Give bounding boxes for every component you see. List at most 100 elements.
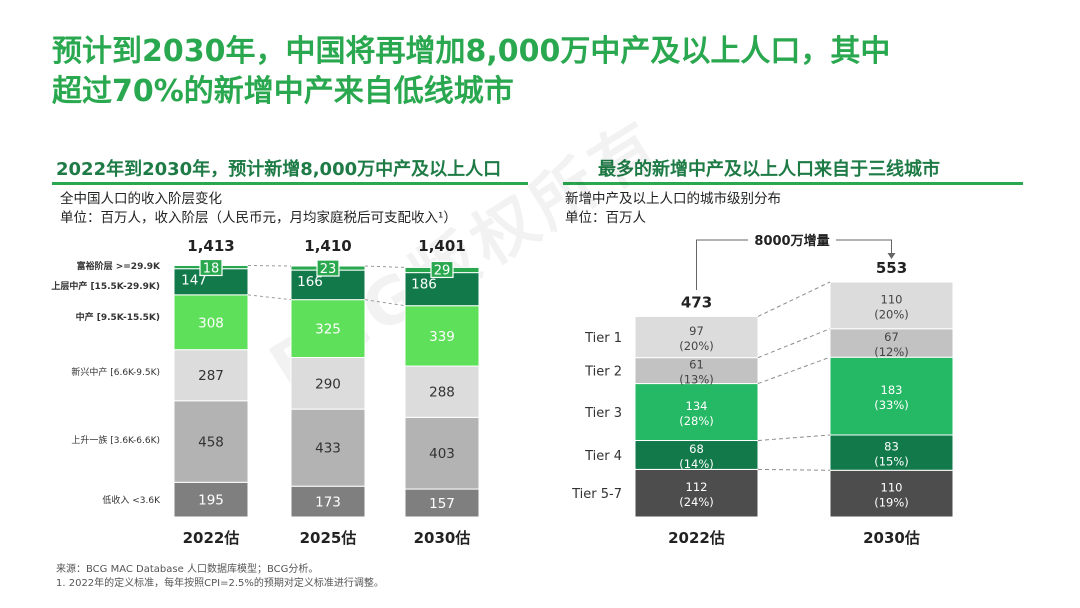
left-heading: 2022年到2030年，预计新增8,000万中产及以上人口 (56, 159, 502, 180)
left-bar-0-segment-2 (173, 349, 249, 402)
right-bar-1-segment-4 (829, 281, 954, 330)
left-total-2: 1,401 (418, 237, 465, 255)
right-series-label-3: Tier 2 (584, 365, 622, 380)
left-bar-label-0-0: 195 (198, 493, 224, 509)
right-bar-label-1-3: 67 (884, 330, 899, 344)
right-connector-0 (757, 468, 831, 471)
left-connector-1-1 (364, 265, 406, 268)
right-series-label-2: Tier 3 (584, 406, 622, 421)
right-note: 新增中产及以上人口的城市级别分布 单位：百万人 (565, 190, 781, 228)
right-total-0: 473 (681, 293, 712, 311)
left-bar-label-1-1: 433 (315, 441, 341, 457)
right-bar-label-1-2: 183 (881, 383, 903, 397)
left-bar-2-segment-2 (404, 365, 480, 418)
right-bar-pct-0-3: (13%) (679, 373, 714, 387)
right-bar-0-segment-2 (634, 383, 759, 442)
left-bar-label-0-5: 18 (203, 261, 220, 276)
left-bar-label-1-0: 173 (315, 495, 341, 511)
footer-footnote: 1. 2022年的定义标准，每年按照CPI=2.5%的预期对定义标准进行调整。 (56, 578, 384, 589)
left-series-label-0: 低收入 <3.6K (102, 494, 161, 506)
left-bar-label-1-5: 23 (320, 262, 337, 277)
left-bar-label-2-0: 157 (429, 496, 455, 512)
right-connector-3 (757, 328, 831, 359)
left-bar-2-segment-1 (404, 416, 480, 490)
right-bar-1-segment-1 (829, 434, 954, 471)
left-bar-label-0-3: 308 (198, 315, 224, 331)
right-bar-pct-1-0: (19%) (874, 496, 909, 510)
right-bar-pct-0-0: (24%) (679, 495, 714, 509)
left-bar-label-2-5: 29 (434, 263, 451, 278)
left-affluent-badge-1 (316, 259, 340, 277)
right-heading: 最多的新增中产及以上人口来自于三线城市 (598, 159, 940, 180)
left-bar-label-1-3: 325 (315, 322, 341, 338)
left-bar-label-0-1: 458 (198, 435, 224, 451)
left-total-0: 1,413 (187, 237, 234, 255)
right-category-0: 2022估 (668, 529, 725, 547)
left-category-1: 2025估 (300, 529, 357, 547)
right-connector-2 (757, 356, 831, 385)
page-title: 预计到2030年，中国将再增加8,000万中产及以上人口，其中 超过70%的新增… (52, 32, 1052, 112)
right-series-label-4: Tier 1 (584, 331, 622, 346)
left-bar-label-1-2: 290 (315, 376, 341, 392)
left-series-label-2: 新兴中产 [6.6K-9.5K) (71, 366, 160, 378)
left-bar-1-segment-1 (290, 408, 366, 487)
right-increase-arrow (887, 253, 896, 259)
right-heading-rule (563, 182, 1023, 185)
right-series-label-0: Tier 5-7 (571, 487, 622, 502)
right-bar-0-segment-3 (634, 357, 759, 385)
left-heading-rule (52, 182, 528, 185)
left-bar-0-segment-0 (173, 481, 249, 518)
right-bar-label-0-0: 112 (686, 480, 708, 494)
right-bar-label-0-2: 134 (686, 399, 708, 413)
footer: 来源：BCG MAC Database 人口数据库模型；BCG分析。 1. 20… (56, 563, 384, 591)
left-note: 全中国人口的收入阶层变化 单位：百万人，收入阶层（人民币元，月均家庭税后可支配收… (60, 190, 457, 228)
title-line-1: 预计到2030年，中国将再增加8,000万中产及以上人口，其中 (52, 34, 891, 69)
left-bar-label-0-4: 147 (181, 273, 207, 289)
left-note-line-1: 全中国人口的收入阶层变化 (60, 191, 222, 207)
right-total-1: 553 (876, 259, 907, 277)
right-bar-label-0-3: 61 (689, 358, 704, 372)
left-bar-1-segment-0 (290, 485, 366, 518)
left-connector-1-0 (364, 299, 406, 307)
left-bar-label-2-4: 186 (411, 277, 437, 293)
left-connector-0-0 (247, 294, 292, 301)
left-note-line-2: 单位：百万人，收入阶层（人民币元，月均家庭税后可支配收入¹） (60, 210, 457, 226)
right-bar-pct-0-2: (28%) (679, 414, 714, 428)
right-bar-1-segment-2 (829, 356, 954, 436)
left-bar-1-segment-3 (290, 299, 366, 359)
right-bar-0-segment-1 (634, 440, 759, 470)
right-bar-pct-0-1: (14%) (679, 457, 714, 471)
right-bar-label-1-0: 110 (881, 481, 903, 495)
right-bar-label-0-4: 97 (689, 324, 704, 338)
left-bar-label-2-2: 288 (429, 385, 455, 401)
left-category-0: 2022估 (183, 529, 240, 547)
right-note-line-2: 单位：百万人 (565, 210, 646, 226)
left-bar-label-0-2: 287 (198, 368, 224, 384)
right-note-line-1: 新增中产及以上人口的城市级别分布 (565, 191, 781, 207)
title-line-2: 超过70%的新增中产来自低线城市 (52, 74, 514, 109)
right-bar-1-segment-0 (829, 469, 954, 518)
right-bar-label-0-1: 68 (689, 442, 704, 456)
right-bar-0-segment-4 (634, 315, 759, 359)
left-bar-label-2-3: 339 (429, 329, 455, 345)
right-bar-pct-1-4: (20%) (874, 307, 909, 321)
right-bar-pct-1-3: (12%) (874, 345, 909, 359)
left-bar-1-segment-2 (290, 357, 366, 410)
left-bar-label-2-1: 403 (429, 446, 455, 462)
left-series-label-1: 上升一族 [3.6K-6.6K) (71, 434, 160, 446)
right-series-label-1: Tier 4 (584, 449, 622, 464)
left-category-2: 2030估 (414, 529, 471, 547)
left-series-label-4: 上层中产 [15.5K-29.9K) (51, 280, 160, 292)
left-series-label-3: 中产 [9.5K-15.5K) (76, 311, 160, 323)
right-connector-1 (757, 434, 831, 442)
right-bar-label-1-1: 83 (884, 440, 899, 454)
left-total-1: 1,410 (304, 237, 351, 255)
right-increase-label: 8000万增量 (754, 233, 829, 249)
left-connector-0-1 (247, 264, 292, 267)
right-bar-pct-0-4: (20%) (679, 339, 714, 353)
left-bar-2-segment-3 (404, 305, 480, 367)
left-affluent-badge-2 (430, 260, 454, 279)
left-bar-label-1-4: 166 (297, 274, 323, 290)
right-bar-1-segment-3 (829, 328, 954, 358)
